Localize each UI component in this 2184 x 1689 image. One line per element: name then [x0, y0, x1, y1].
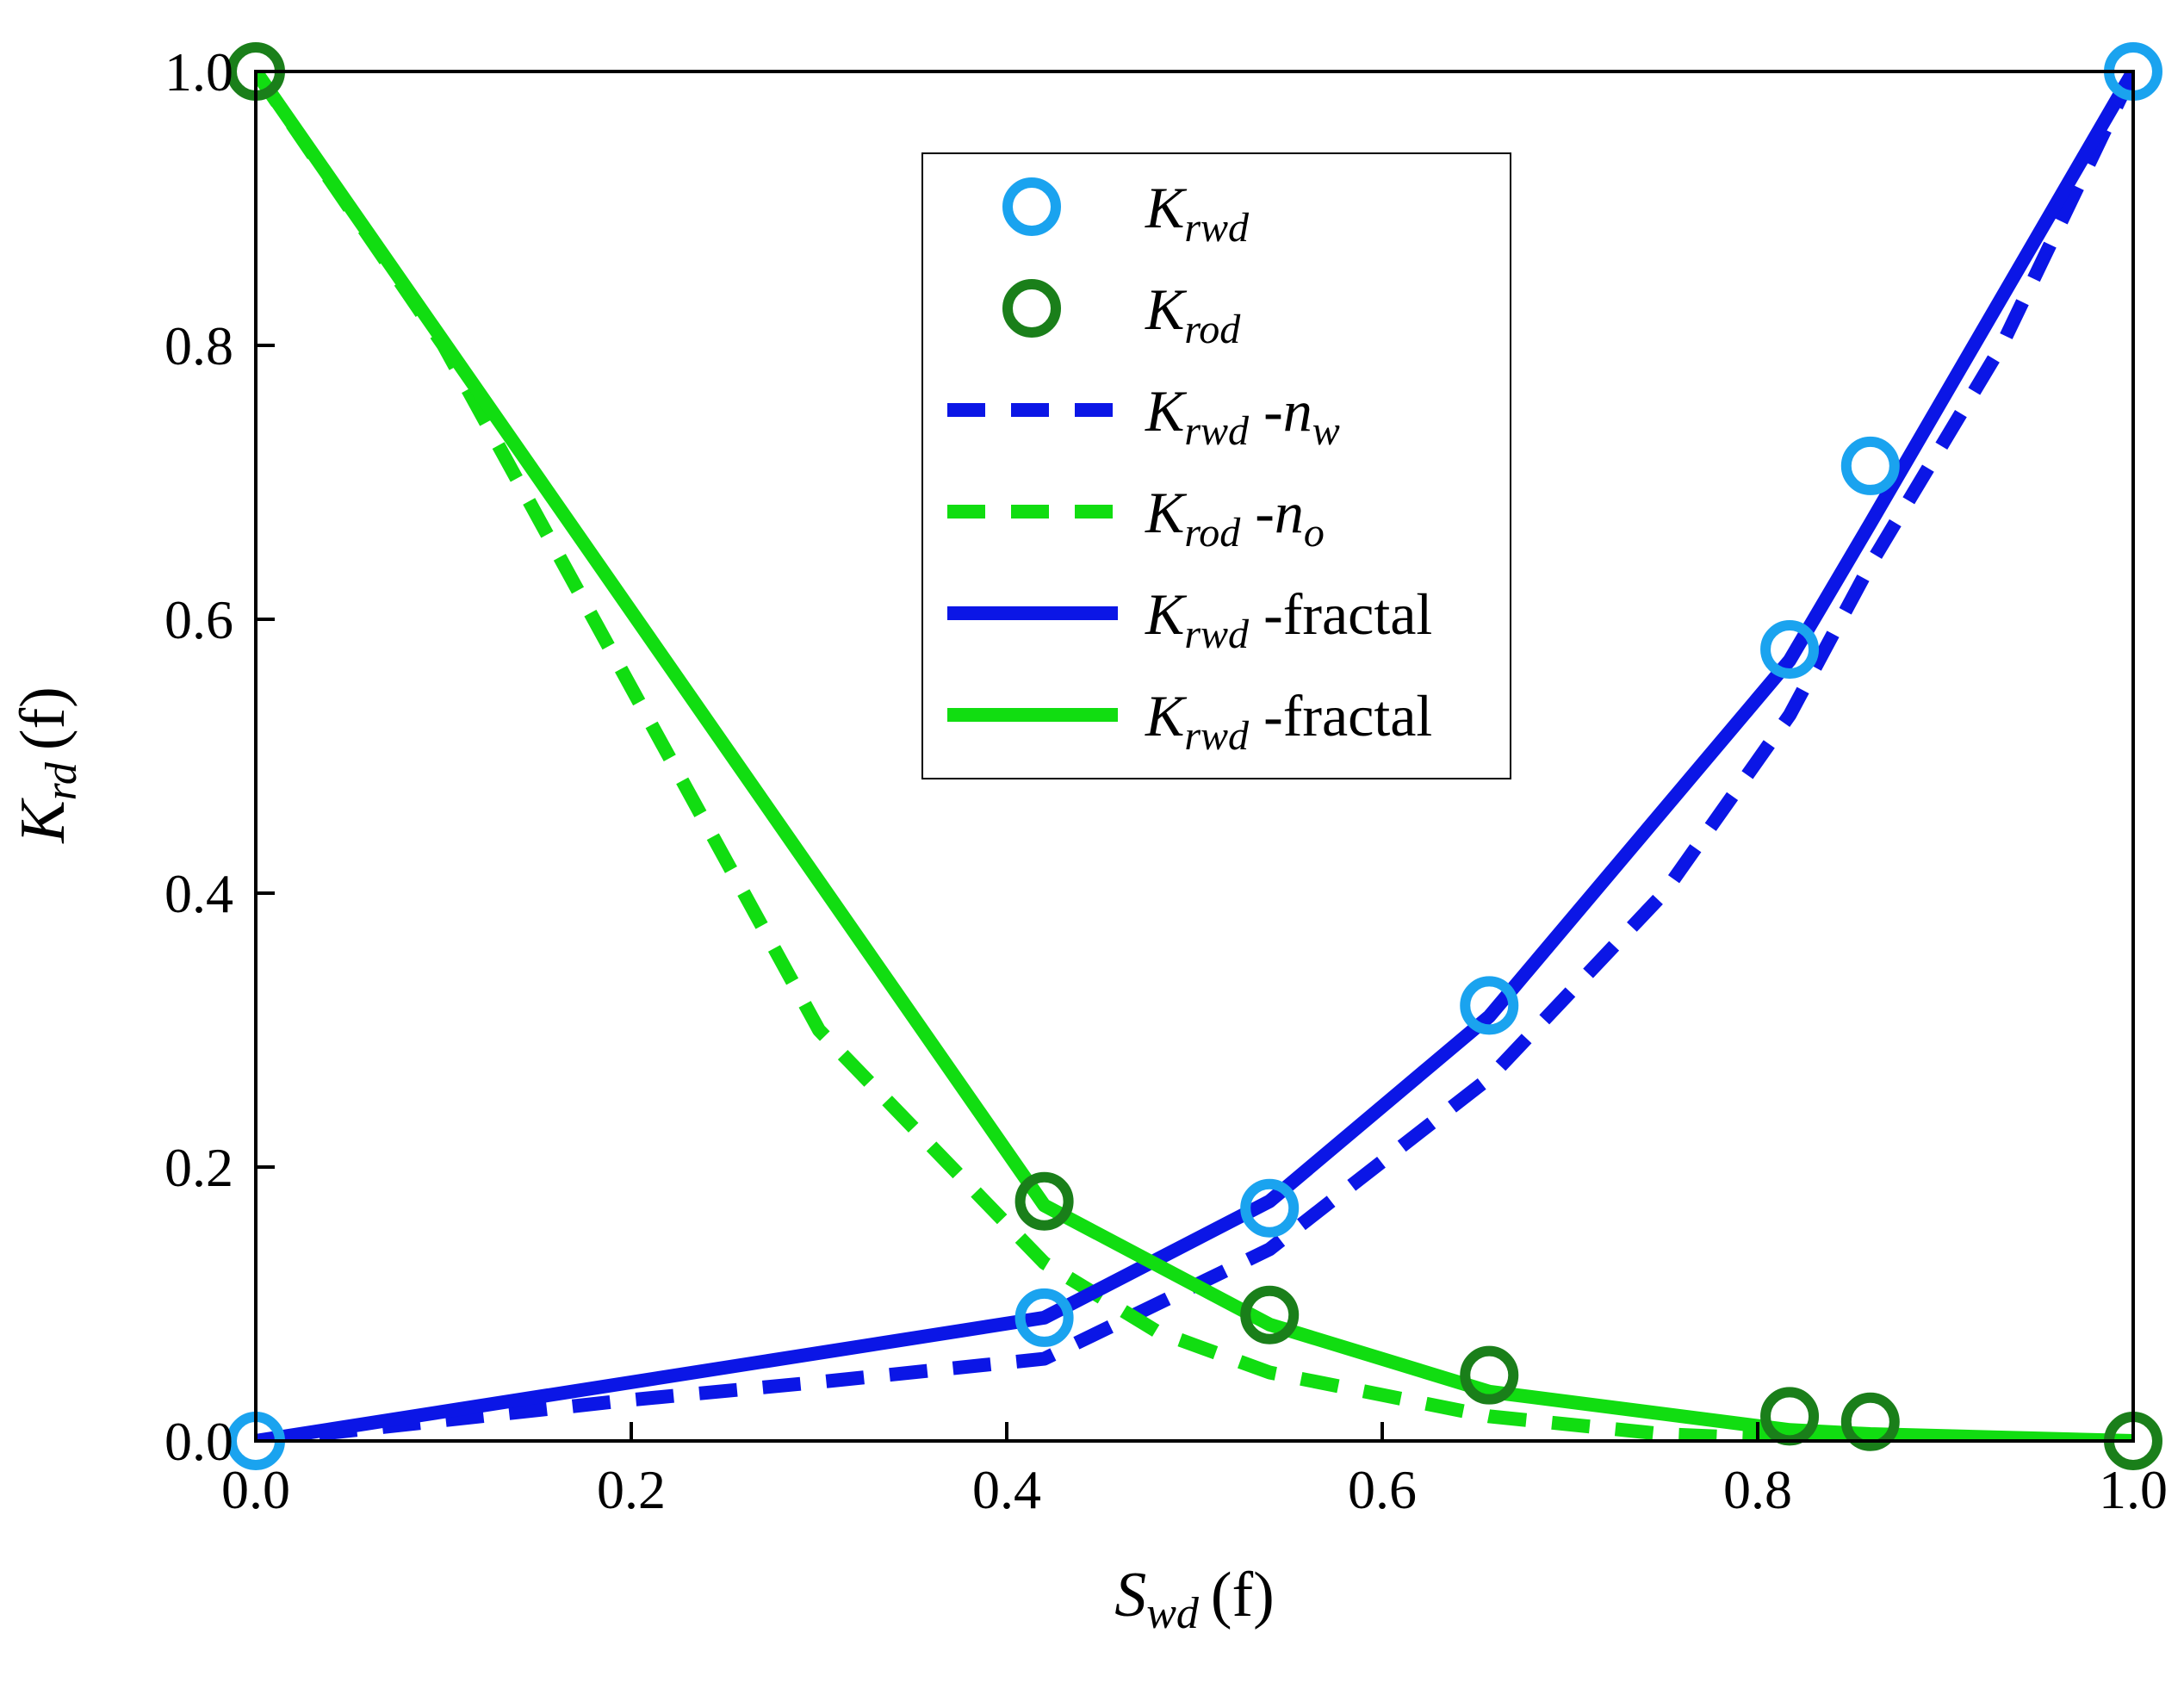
series-layer [256, 71, 2133, 1441]
legend-label-suffix: -fractal [1249, 683, 1432, 748]
y-axis-title-unit: (f) [8, 686, 78, 750]
data-point-krod [1014, 1171, 1074, 1231]
x-tick-label: 0.4 [972, 1459, 1041, 1520]
legend-label: Krwd [1145, 175, 1250, 251]
legend-label-suffix: -n [1240, 480, 1304, 545]
data-point-krwd [1460, 976, 1519, 1035]
legend-label: Krod -no [1145, 480, 1325, 556]
legend-label-suffix-sub: w [1312, 408, 1340, 454]
x-axis-title-sub: wd [1146, 1589, 1200, 1638]
data-point-krwd [1760, 619, 1820, 679]
legend-label-sub: rwd [1184, 612, 1250, 657]
y-tick-label: 0.2 [164, 1137, 233, 1198]
legend-entry: Krwd -nw [947, 378, 1340, 454]
legend-label-suffix: -fractal [1249, 581, 1432, 647]
legend-label-main: K [1145, 378, 1188, 444]
x-tick-label: 0.2 [597, 1459, 666, 1520]
y-axis-title-main: K [8, 798, 78, 844]
y-tick-label: 0.6 [164, 589, 233, 650]
legend-label-sub: rwd [1184, 408, 1250, 454]
x-tick-label: 0.0 [221, 1459, 290, 1520]
plot-frame [254, 70, 2135, 1443]
legend-entry: Krwd [1002, 175, 1250, 251]
data-point-krwd [1014, 1288, 1074, 1347]
legend-marker [1002, 177, 1061, 236]
legend-label-sub: rwd [1184, 713, 1250, 759]
data-point-krod [1840, 1392, 1900, 1451]
legend-entry: Krod -no [947, 480, 1325, 556]
legend-box [921, 152, 1511, 779]
legend-label-sub: rwd [1184, 205, 1250, 251]
legend-marker [1002, 279, 1061, 338]
legend-label-main: K [1145, 480, 1188, 545]
data-point-krwd [1840, 436, 1900, 495]
y-axis-ticks: 0.0 0.2 0.4 0.6 0.8 1.0 [164, 41, 275, 1472]
legend-label: Krwd -fractal [1145, 683, 1432, 759]
series-line-krwd-fractal-water- [256, 71, 2133, 1441]
x-axis-ticks: 0.0 0.2 0.4 0.6 0.8 1.0 [221, 1422, 2168, 1520]
legend-label-main: K [1145, 581, 1188, 647]
series-line-krod-no [256, 71, 2133, 1441]
x-tick-label: 1.0 [2099, 1459, 2168, 1520]
x-axis-title-unit: (f) [1211, 1560, 1275, 1630]
x-axis-title: Swd (f) [1114, 1560, 1275, 1638]
legend-label-sub: rod [1184, 307, 1241, 352]
legend-entry: Krwd -fractal [947, 683, 1432, 759]
legend-label-main: K [1145, 276, 1188, 342]
x-tick-label: 0.8 [1723, 1459, 1792, 1520]
legend-label-main: K [1145, 175, 1188, 240]
y-tick-label: 0.8 [164, 315, 233, 376]
y-axis-title: Krd (f) [8, 686, 86, 844]
legend-entry: Krwd -fractal [947, 581, 1432, 657]
legend-label-suffix: -n [1249, 378, 1312, 444]
legend-label-main: K [1145, 683, 1188, 748]
series-line-krwd-nw [256, 71, 2133, 1441]
x-axis-title-main: S [1114, 1560, 1146, 1630]
legend-label: Krwd -nw [1145, 378, 1340, 454]
data-point-krod [1240, 1285, 1300, 1344]
legend-label-suffix-sub: o [1304, 510, 1325, 556]
legend-label-sub: rod [1184, 510, 1241, 556]
y-axis-title-sub: rd [37, 761, 86, 800]
legend-label: Krwd -fractal [1145, 581, 1432, 657]
y-tick-label: 1.0 [164, 41, 233, 102]
y-tick-label: 0.0 [164, 1411, 233, 1472]
data-point-krod [1460, 1345, 1519, 1405]
y-tick-label: 0.4 [164, 863, 233, 924]
legend-label: Krod [1145, 276, 1241, 352]
data-point-krwd [1240, 1178, 1300, 1238]
legend-entry: Krod [1002, 276, 1241, 352]
series-line-krwd-fractal-oil- [256, 71, 2133, 1441]
x-tick-label: 0.6 [1348, 1459, 1417, 1520]
